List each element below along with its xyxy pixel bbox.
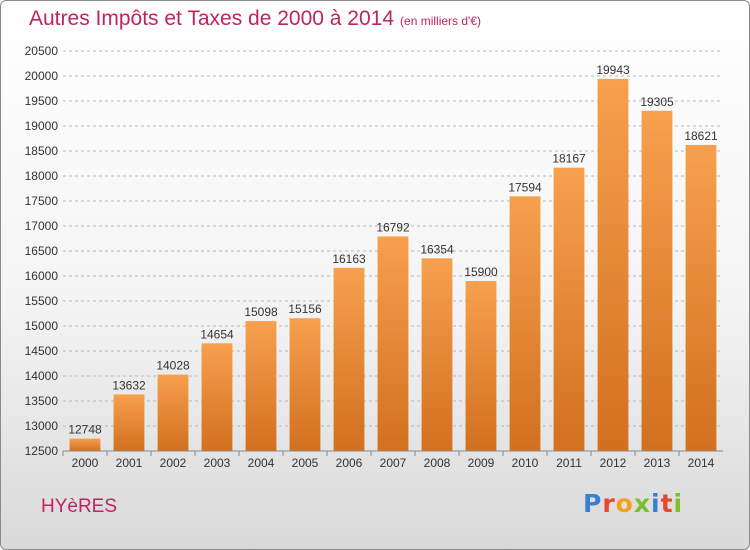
x-tick-label: 2006: [336, 456, 363, 470]
chart-subtitle: (en milliers d'€): [400, 14, 482, 28]
logo-letter: i: [651, 489, 661, 518]
y-tick-label: 15000: [25, 319, 59, 333]
chart-title: Autres Impôts et Taxes de 2000 à 2014 (en…: [29, 7, 481, 31]
logo-letter: o: [615, 489, 634, 518]
bar-value-label: 16792: [376, 220, 410, 234]
bar-2000: [69, 438, 101, 451]
y-tick-label: 14000: [25, 369, 59, 383]
x-tick-label: 2011: [556, 456, 582, 470]
proxiti-logo: Proxiti: [583, 489, 683, 518]
logo-letter: x: [633, 489, 651, 518]
bar-value-label: 14654: [200, 327, 234, 341]
logo-letter: i: [673, 489, 684, 518]
bar-value-label: 15900: [464, 265, 498, 279]
y-tick-label: 13500: [25, 394, 59, 408]
logo-letter: t: [660, 489, 674, 518]
x-tick-label: 2003: [204, 456, 231, 470]
y-tick-label: 15500: [25, 294, 59, 308]
bar-2001: [113, 394, 145, 451]
x-tick-label: 2010: [512, 456, 539, 470]
bar-value-label: 14028: [156, 359, 190, 373]
bar-value-label: 15156: [288, 302, 322, 316]
y-axis: 12500 13000 13500 14000 14500 15000 15500 16000…: [25, 44, 59, 458]
y-tick-label: 18500: [25, 144, 59, 158]
bar-value-label: 17594: [508, 180, 542, 194]
bar-2008: [421, 258, 453, 451]
bar-value-label: 18621: [684, 129, 718, 143]
chart-title-text: Autres Impôts et Taxes de 2000 à 2014: [29, 7, 395, 30]
bar-2013: [641, 110, 673, 451]
y-tick-label: 16500: [25, 244, 59, 258]
bar-value-label: 18167: [552, 152, 586, 166]
bar-value-label: 19943: [596, 63, 630, 77]
x-tick-label: 2012: [600, 456, 627, 470]
x-tick-label: 2004: [248, 456, 275, 470]
bar-2012: [597, 78, 629, 451]
y-tick-label: 19000: [25, 119, 59, 133]
bar-2010: [509, 196, 541, 451]
bar-value-label: 16354: [420, 242, 454, 256]
bar-2007: [377, 236, 409, 451]
y-tick-label: 19500: [25, 94, 59, 108]
bar-2009: [465, 281, 497, 451]
x-tick-label: 2009: [468, 456, 495, 470]
bar-2005: [289, 318, 321, 451]
x-tick-label: 2007: [380, 456, 407, 470]
y-tick-label: 20000: [25, 69, 59, 83]
city-name: HYèRES: [41, 496, 118, 517]
y-tick-label: 17000: [25, 219, 59, 233]
bar-value-label: 16163: [332, 252, 366, 266]
y-tick-label: 14500: [25, 344, 59, 358]
data-labels: 12748 13632 14028 14654 15098 15156 16163 16792…: [68, 63, 718, 437]
bar-2003: [201, 343, 233, 451]
y-tick-label: 16000: [25, 269, 59, 283]
logo-letter: r: [602, 489, 616, 518]
y-tick-label: 13000: [25, 419, 59, 433]
bar-2011: [553, 167, 585, 451]
x-tick-label: 2001: [116, 456, 143, 470]
x-axis: 2000 2001 2002 2003 2004 2005 2006 2007 2008 2009…: [62, 450, 723, 470]
x-tick-label: 2008: [424, 456, 451, 470]
bar-value-label: 19305: [640, 95, 674, 109]
logo-letter: P: [583, 489, 603, 518]
bar-2006: [333, 267, 365, 451]
bar-value-label: 13632: [112, 378, 146, 392]
x-tick-label: 2002: [160, 456, 187, 470]
bar-value-label: 15098: [244, 305, 278, 319]
y-tick-label: 17500: [25, 194, 59, 208]
x-tick-label: 2000: [72, 456, 99, 470]
bar-2004: [245, 321, 277, 451]
y-tick-label: 12500: [25, 444, 59, 458]
bar-value-label: 12748: [68, 423, 102, 437]
x-tick-label: 2014: [688, 456, 715, 470]
x-tick-label: 2005: [292, 456, 319, 470]
x-tick-label: 2013: [644, 456, 671, 470]
bars: [69, 78, 717, 451]
y-tick-label: 18000: [25, 169, 59, 183]
bar-2002: [157, 374, 189, 451]
bar-2014: [685, 144, 717, 451]
y-tick-label: 20500: [25, 44, 59, 58]
